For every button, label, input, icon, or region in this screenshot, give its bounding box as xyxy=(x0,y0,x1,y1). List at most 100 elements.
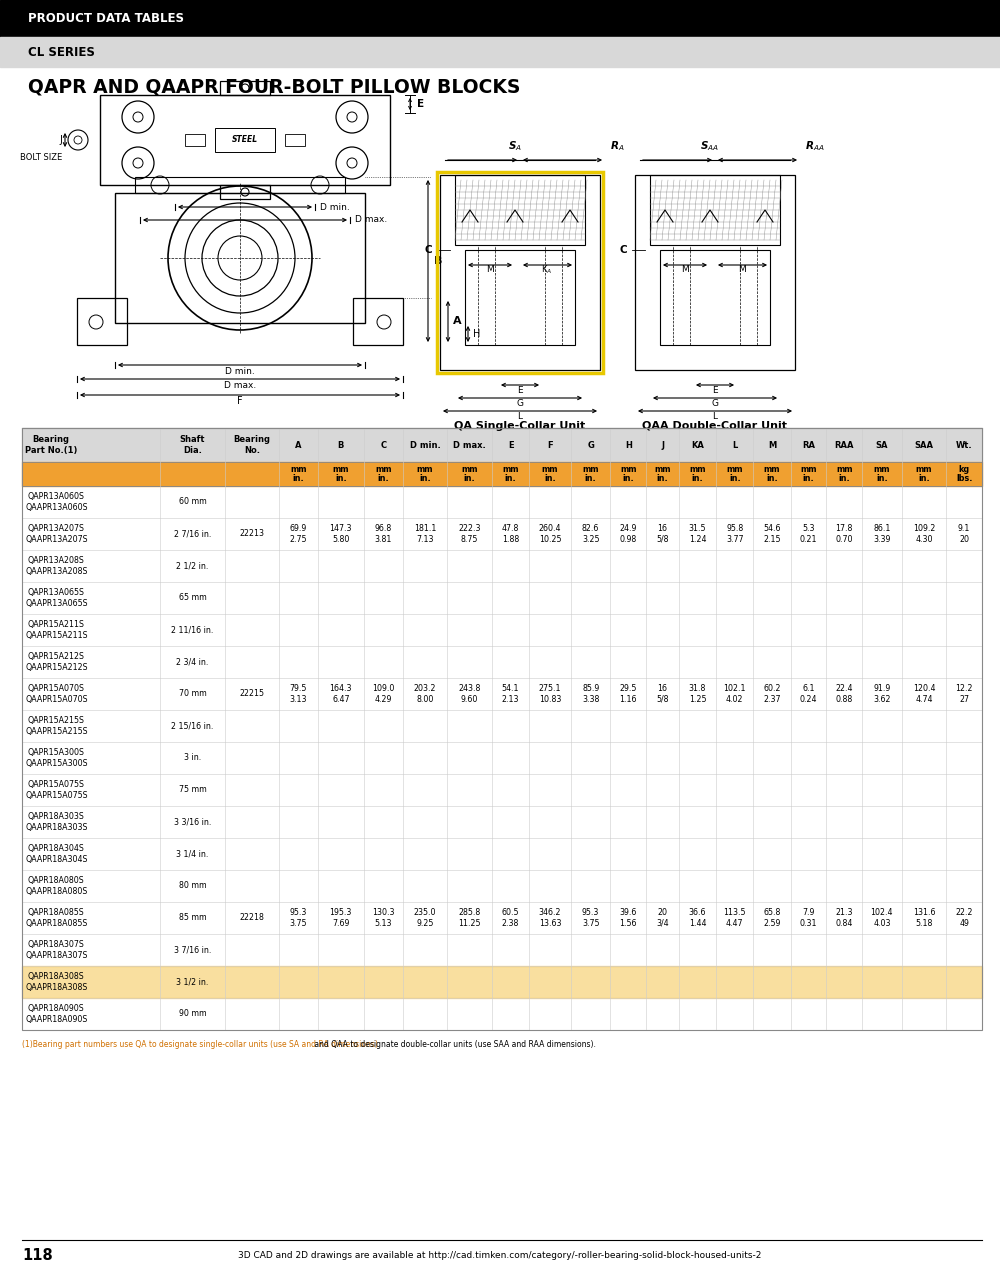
Text: 60.2
2.37: 60.2 2.37 xyxy=(763,685,781,704)
Bar xyxy=(77,298,127,346)
Text: 5.3
0.21: 5.3 0.21 xyxy=(800,525,817,544)
Text: mm
in.: mm in. xyxy=(461,465,478,484)
Bar xyxy=(437,172,603,372)
Text: E: E xyxy=(417,99,424,109)
Text: 90 mm: 90 mm xyxy=(179,1010,206,1019)
Text: mm
in.: mm in. xyxy=(502,465,519,484)
Text: L: L xyxy=(712,412,718,421)
Bar xyxy=(22,428,982,1030)
Bar xyxy=(285,134,305,146)
Text: 47.8
1.88: 47.8 1.88 xyxy=(502,525,519,544)
Text: QAA Double-Collar Unit: QAA Double-Collar Unit xyxy=(642,421,788,431)
Text: F: F xyxy=(237,396,243,406)
Text: M: M xyxy=(486,265,494,274)
Text: 275.1
10.83: 275.1 10.83 xyxy=(539,685,561,704)
Bar xyxy=(220,81,270,95)
Text: 7.9
0.31: 7.9 0.31 xyxy=(800,909,817,928)
Text: D max.: D max. xyxy=(224,381,256,390)
Text: QAPR18A307S
QAAPR18A307S: QAPR18A307S QAAPR18A307S xyxy=(25,941,88,960)
Bar xyxy=(22,462,982,486)
Text: QAPR15A215S
QAAPR15A215S: QAPR15A215S QAAPR15A215S xyxy=(25,717,88,736)
Text: 260.4
10.25: 260.4 10.25 xyxy=(539,525,561,544)
Text: QAPR15A212S
QAAPR15A212S: QAPR15A212S QAAPR15A212S xyxy=(25,653,88,672)
Text: M: M xyxy=(768,440,776,449)
Bar xyxy=(465,250,575,346)
Text: QAPR13A065S
QAAPR13A065S: QAPR13A065S QAAPR13A065S xyxy=(25,589,88,608)
Text: 79.5
3.13: 79.5 3.13 xyxy=(290,685,307,704)
Text: mm
in.: mm in. xyxy=(375,465,391,484)
Text: mm
in.: mm in. xyxy=(654,465,671,484)
Text: 54.6
2.15: 54.6 2.15 xyxy=(763,525,781,544)
Text: QAPR13A207S
QAAPR13A207S: QAPR13A207S QAAPR13A207S xyxy=(25,525,88,544)
Text: mm
in.: mm in. xyxy=(582,465,599,484)
Text: 131.6
5.18: 131.6 5.18 xyxy=(913,909,935,928)
Text: 20
3/4: 20 3/4 xyxy=(656,909,669,928)
Text: CL SERIES: CL SERIES xyxy=(28,46,95,59)
Text: 95.3
3.75: 95.3 3.75 xyxy=(582,909,599,928)
Text: mm
in.: mm in. xyxy=(542,465,558,484)
Text: 181.1
7.13: 181.1 7.13 xyxy=(414,525,436,544)
Text: 3 1/2 in.: 3 1/2 in. xyxy=(176,978,209,987)
Bar xyxy=(185,134,205,146)
Text: QAPR15A211S
QAAPR15A211S: QAPR15A211S QAAPR15A211S xyxy=(25,621,88,640)
Text: B: B xyxy=(434,256,442,266)
Text: Wt.: Wt. xyxy=(956,440,972,449)
Text: A: A xyxy=(453,316,462,326)
Text: 96.8
3.81: 96.8 3.81 xyxy=(375,525,392,544)
Text: S$_A$: S$_A$ xyxy=(508,140,522,154)
Text: STEEL: STEEL xyxy=(232,136,258,145)
Text: QAPR18A080S
QAAPR18A080S: QAPR18A080S QAAPR18A080S xyxy=(25,877,87,896)
Text: 3 in.: 3 in. xyxy=(184,754,201,763)
Text: 2 11/16 in.: 2 11/16 in. xyxy=(171,626,214,635)
Text: C: C xyxy=(380,440,386,449)
Text: RAA: RAA xyxy=(834,440,854,449)
Text: 2 15/16 in.: 2 15/16 in. xyxy=(171,722,214,731)
Text: 86.1
3.39: 86.1 3.39 xyxy=(873,525,891,544)
Bar xyxy=(660,250,770,346)
Text: S$_{AA}$: S$_{AA}$ xyxy=(700,140,720,154)
Text: K$_A$: K$_A$ xyxy=(541,262,553,275)
Text: 118: 118 xyxy=(22,1248,53,1263)
Text: QAPR15A070S
QAAPR15A070S: QAPR15A070S QAAPR15A070S xyxy=(25,685,88,704)
Text: mm
in.: mm in. xyxy=(689,465,706,484)
Text: 222.3
8.75: 222.3 8.75 xyxy=(458,525,481,544)
Text: 95.8
3.77: 95.8 3.77 xyxy=(726,525,743,544)
Text: SAA: SAA xyxy=(914,440,933,449)
Text: L: L xyxy=(732,440,737,449)
Text: mm
in.: mm in. xyxy=(916,465,932,484)
Text: Bearing
No.: Bearing No. xyxy=(234,435,271,454)
Text: H: H xyxy=(473,329,480,339)
Text: G: G xyxy=(516,399,524,408)
Text: 36.6
1.44: 36.6 1.44 xyxy=(689,909,706,928)
Text: mm
in.: mm in. xyxy=(333,465,349,484)
Text: (1)Bearing part numbers use QA to designate single-collar units (use SA and RA d: (1)Bearing part numbers use QA to design… xyxy=(22,1039,378,1050)
Bar xyxy=(0,37,1000,67)
Text: 60 mm: 60 mm xyxy=(179,498,206,507)
Bar xyxy=(353,298,403,346)
Text: 82.6
3.25: 82.6 3.25 xyxy=(582,525,599,544)
Text: R$_{AA}$: R$_{AA}$ xyxy=(805,140,825,154)
Text: D min.: D min. xyxy=(225,367,255,376)
Text: 22218: 22218 xyxy=(240,914,265,923)
Text: G: G xyxy=(587,440,594,449)
Text: C: C xyxy=(619,244,627,255)
Text: 203.2
8.00: 203.2 8.00 xyxy=(414,685,436,704)
Text: H: H xyxy=(625,440,632,449)
Bar xyxy=(22,428,982,462)
Text: QAPR15A300S
QAAPR15A300S: QAPR15A300S QAAPR15A300S xyxy=(25,749,88,768)
Bar xyxy=(455,175,585,244)
Text: Shaft
Dia.: Shaft Dia. xyxy=(180,435,205,454)
Bar xyxy=(215,128,275,152)
Text: 65 mm: 65 mm xyxy=(179,594,206,603)
Text: R$_A$: R$_A$ xyxy=(610,140,625,154)
Text: mm
in.: mm in. xyxy=(726,465,743,484)
Text: QAPR18A085S
QAAPR18A085S: QAPR18A085S QAAPR18A085S xyxy=(25,909,87,928)
Bar xyxy=(650,175,780,244)
Text: QA Single-Collar Unit: QA Single-Collar Unit xyxy=(454,421,586,431)
Text: M: M xyxy=(681,265,689,274)
Text: 3 7/16 in.: 3 7/16 in. xyxy=(174,946,211,955)
Text: D max.: D max. xyxy=(453,440,486,449)
Text: 130.3
5.13: 130.3 5.13 xyxy=(372,909,394,928)
Text: Bearing
Part No.(1): Bearing Part No.(1) xyxy=(25,435,77,454)
Text: 6.1
0.24: 6.1 0.24 xyxy=(800,685,817,704)
